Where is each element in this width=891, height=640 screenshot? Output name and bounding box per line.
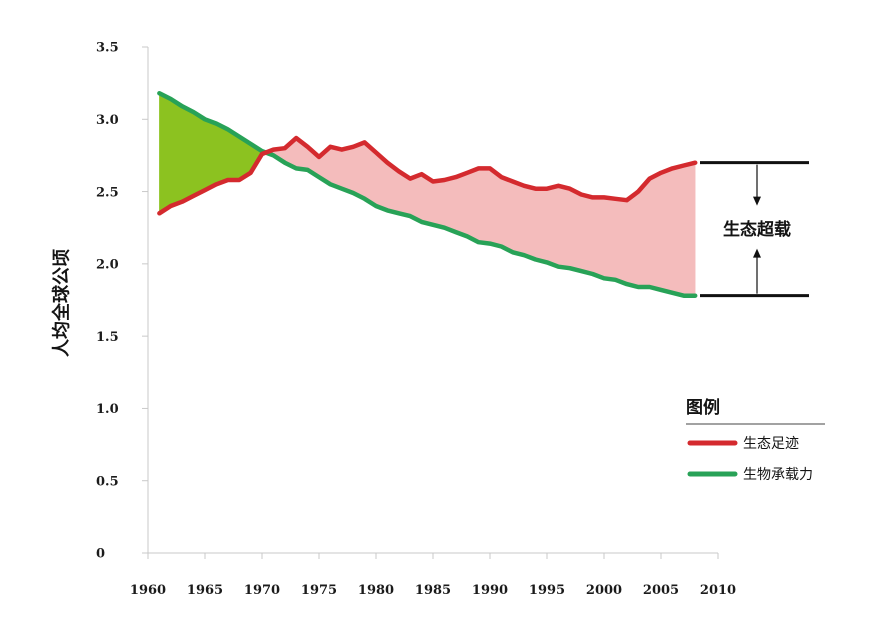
x-tick-label: 1985 xyxy=(415,583,451,598)
down-arrow-icon xyxy=(753,196,761,206)
overshoot-label: 生态超载 xyxy=(723,219,791,240)
x-tick-label: 2005 xyxy=(643,583,679,598)
x-tick-label: 1965 xyxy=(187,583,223,598)
y-axis-title: 人均全球公顷 xyxy=(50,249,72,357)
y-tick-label: 0 xyxy=(96,547,105,562)
y-tick-label: 0.5 xyxy=(96,474,119,489)
x-tick-label: 1975 xyxy=(301,583,337,598)
overshoot-annotation: 生态超载 xyxy=(700,161,809,298)
x-tick-label: 1980 xyxy=(358,583,394,598)
x-tick-label: 2010 xyxy=(700,583,736,598)
overshoot-area-fill xyxy=(265,137,696,296)
y-tick-label: 2.0 xyxy=(96,258,119,273)
y-tick-label: 2.5 xyxy=(96,185,119,200)
legend: 图例 生态足迹 生物承载力 xyxy=(686,397,825,483)
axes: 0 0.5 1.0 1.5 2.0 2.5 3.0 3.5 1960 1965 1970 1975 19… xyxy=(96,41,736,598)
legend-label-footprint: 生态足迹 xyxy=(743,436,799,452)
reserve-area-fill xyxy=(159,92,267,214)
up-arrow-icon xyxy=(753,248,761,258)
y-tick-label: 1.0 xyxy=(96,402,119,417)
legend-title: 图例 xyxy=(686,397,720,418)
x-tick-label: 1995 xyxy=(529,583,565,598)
area-fills xyxy=(159,92,696,296)
biocapacity-series-line xyxy=(157,91,698,298)
x-tick-label: 1970 xyxy=(244,583,280,598)
y-tick-label: 3.0 xyxy=(96,113,119,128)
x-tick-label: 1960 xyxy=(130,583,166,598)
footprint-series-line xyxy=(157,135,698,216)
y-tick-label: 3.5 xyxy=(96,41,119,56)
series-lines xyxy=(157,91,698,298)
x-tick-label: 2000 xyxy=(586,583,622,598)
y-tick-label: 1.5 xyxy=(96,330,119,345)
x-tick-label: 1990 xyxy=(472,583,508,598)
legend-label-biocapacity: 生物承载力 xyxy=(743,467,813,483)
